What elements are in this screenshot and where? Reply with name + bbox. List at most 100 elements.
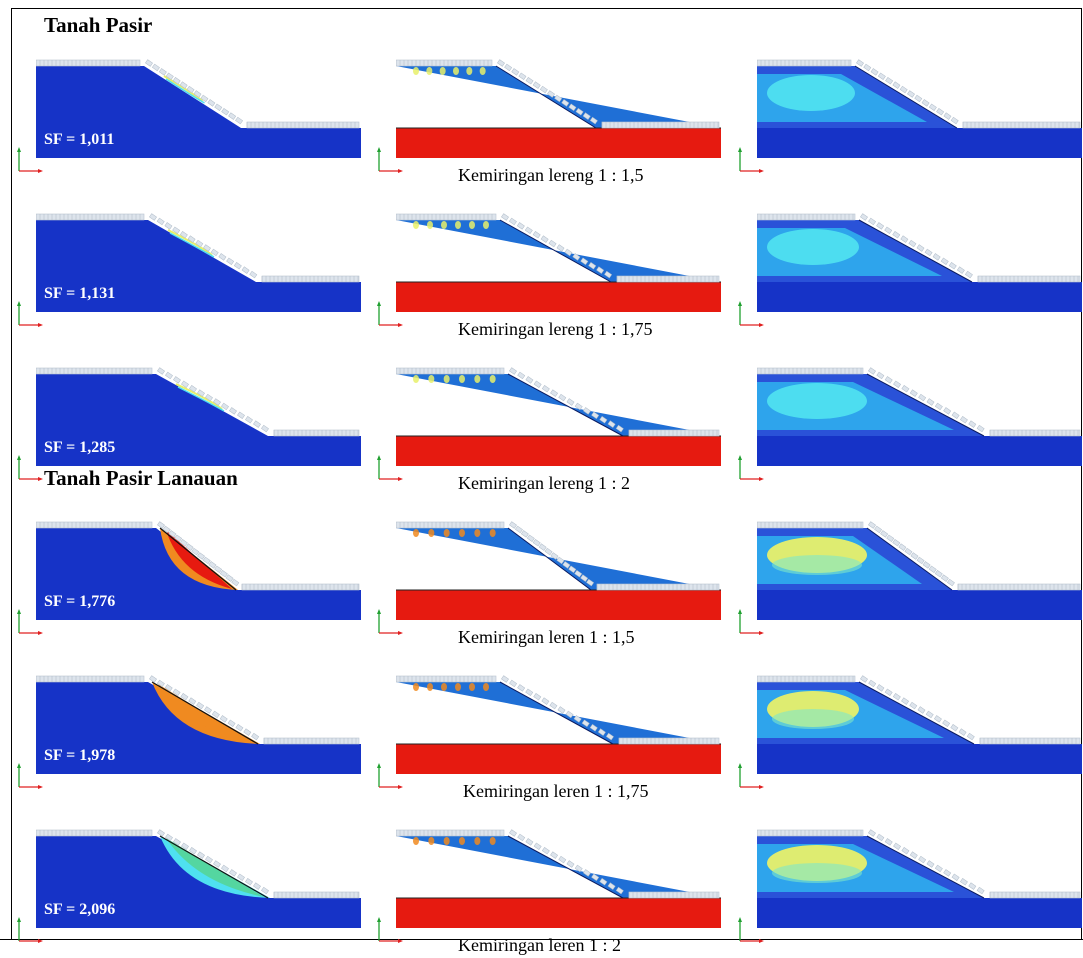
boundary-mesh xyxy=(396,521,505,529)
result-panel-r6-c3 xyxy=(757,828,1082,928)
result-panel-r6-c2 xyxy=(396,828,721,928)
slope-ratio-caption: Kemiringan leren 1 : 1,5 xyxy=(458,627,635,647)
boundary-mesh xyxy=(396,675,497,683)
result-panel-r3-c2 xyxy=(396,366,721,466)
boundary-mesh xyxy=(241,583,360,591)
slope-ratio-caption: Kemiringan lereng 1 : 1,5 xyxy=(458,165,644,185)
boundary-mesh xyxy=(989,891,1081,899)
boundary-mesh xyxy=(616,275,720,283)
slope-contour-plot xyxy=(396,367,721,466)
slope-contour-plot xyxy=(396,521,721,620)
result-panel-r5-c3 xyxy=(757,674,1082,774)
boundary-mesh xyxy=(396,367,505,375)
axis-triad-icon xyxy=(16,144,46,174)
result-panel-r4-c3 xyxy=(757,520,1082,620)
boundary-mesh xyxy=(261,275,360,283)
boundary-mesh xyxy=(596,583,720,591)
result-panel-r2-c2 xyxy=(396,212,721,312)
boundary-mesh xyxy=(36,213,145,221)
slope-contour-plot xyxy=(757,675,1082,774)
axis-triad-icon xyxy=(376,144,406,174)
boundary-mesh xyxy=(757,213,856,221)
slope-contour-plot xyxy=(36,213,361,312)
boundary-mesh xyxy=(989,429,1081,437)
result-panel-r2-c1 xyxy=(36,212,361,312)
slope-ratio-caption: Kemiringan lereng 1 : 2 xyxy=(458,473,630,493)
slope-ratio-caption: Kemiringan leren 1 : 1,75 xyxy=(463,781,649,801)
safety-factor-label: SF = 1,131 xyxy=(44,285,116,302)
boundary-mesh xyxy=(757,367,864,375)
boundary-mesh xyxy=(979,737,1081,745)
result-panel-r2-c3 xyxy=(757,212,1082,312)
boundary-mesh xyxy=(36,521,153,529)
axis-triad-icon xyxy=(16,606,46,636)
axis-triad-icon xyxy=(376,914,406,944)
slope-contour-plot xyxy=(396,829,721,928)
result-panel-r4-c1 xyxy=(36,520,361,620)
axis-triad-icon xyxy=(737,298,767,328)
safety-factor-label: SF = 1,978 xyxy=(44,747,116,764)
result-panel-r4-c2 xyxy=(396,520,721,620)
slope-contour-plot xyxy=(757,829,1082,928)
safety-factor-label: SF = 2,096 xyxy=(44,901,116,918)
result-panel-r1-c1 xyxy=(36,58,361,158)
slope-contour-plot xyxy=(396,213,721,312)
slope-contour-plot xyxy=(36,521,361,620)
axis-triad-icon xyxy=(737,144,767,174)
axis-triad-icon xyxy=(16,452,46,482)
boundary-mesh xyxy=(263,737,360,745)
result-panel-r5-c1 xyxy=(36,674,361,774)
boundary-mesh xyxy=(273,429,360,437)
boundary-mesh xyxy=(757,829,864,837)
slope-contour-plot xyxy=(757,367,1082,466)
figure-frame xyxy=(11,8,1082,940)
slope-contour-plot xyxy=(36,367,361,466)
boundary-mesh xyxy=(36,675,145,683)
slope-contour-plot xyxy=(36,675,361,774)
boundary-mesh xyxy=(962,121,1081,129)
slope-contour-plot xyxy=(396,675,721,774)
slope-contour-plot xyxy=(36,59,361,158)
axis-triad-icon xyxy=(16,760,46,790)
result-panel-r3-c3 xyxy=(757,366,1082,466)
slope-contour-plot xyxy=(757,521,1082,620)
boundary-mesh xyxy=(628,429,720,437)
axis-triad-icon xyxy=(376,298,406,328)
axis-triad-icon xyxy=(737,760,767,790)
slope-contour-plot xyxy=(757,213,1082,312)
axis-triad-icon xyxy=(737,914,767,944)
slope-ratio-caption: Kemiringan lereng 1 : 1,75 xyxy=(458,319,653,339)
result-panel-r1-c2 xyxy=(396,58,721,158)
safety-factor-label: SF = 1,011 xyxy=(44,131,115,148)
section-title-silty-sand: Tanah Pasir Lanauan xyxy=(44,466,238,490)
boundary-mesh xyxy=(36,59,141,67)
boundary-mesh xyxy=(957,583,1081,591)
boundary-mesh xyxy=(757,59,852,67)
boundary-mesh xyxy=(618,737,720,745)
boundary-mesh xyxy=(757,675,856,683)
boundary-mesh xyxy=(396,829,505,837)
boundary-mesh xyxy=(396,213,497,221)
axis-triad-icon xyxy=(16,298,46,328)
axis-triad-icon xyxy=(737,606,767,636)
axis-triad-icon xyxy=(376,452,406,482)
section-title-sand: Tanah Pasir xyxy=(44,13,153,37)
slope-contour-plot xyxy=(757,59,1082,158)
axis-triad-icon xyxy=(737,452,767,482)
axis-triad-icon xyxy=(376,606,406,636)
boundary-mesh xyxy=(601,121,720,129)
boundary-mesh xyxy=(396,59,493,67)
boundary-mesh xyxy=(246,121,360,129)
safety-factor-label: SF = 1,285 xyxy=(44,439,116,456)
safety-factor-label: SF = 1,776 xyxy=(44,593,116,610)
boundary-mesh xyxy=(757,521,864,529)
result-panel-r6-c1 xyxy=(36,828,361,928)
boundary-mesh xyxy=(273,891,360,899)
slope-contour-plot xyxy=(36,829,361,928)
slope-ratio-caption: Kemiringan leren 1 : 2 xyxy=(458,935,621,955)
result-panel-r5-c2 xyxy=(396,674,721,774)
axis-triad-icon xyxy=(16,914,46,944)
result-panel-r1-c3 xyxy=(757,58,1082,158)
boundary-mesh xyxy=(36,829,153,837)
slope-contour-plot xyxy=(396,59,721,158)
